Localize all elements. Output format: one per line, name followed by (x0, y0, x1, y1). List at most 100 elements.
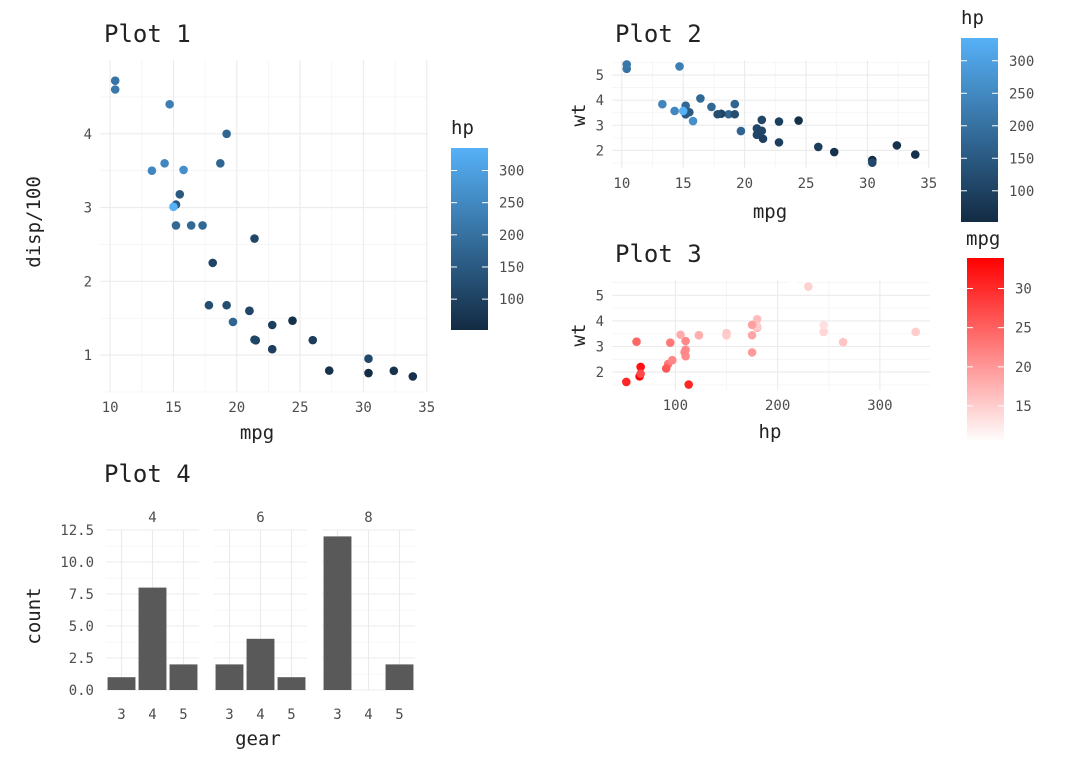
bar (215, 664, 244, 690)
data-point (228, 317, 238, 327)
y-axis-label: wt (568, 324, 590, 347)
y-tick-label: 2 (596, 365, 604, 381)
y-tick-label: 3 (84, 201, 92, 217)
x-tick-label: 4 (256, 707, 264, 723)
data-point (722, 331, 731, 340)
data-point (813, 142, 823, 152)
data-point (110, 85, 120, 94)
data-point (186, 221, 196, 230)
data-point (696, 94, 705, 103)
data-point (911, 327, 920, 337)
y-tick-label: 3 (596, 118, 604, 134)
legend-title: mpg (966, 228, 1000, 250)
x-tick-label: 20 (736, 176, 753, 192)
x-axis-label: mpg (753, 201, 787, 223)
y-tick-label: 2.5 (69, 651, 94, 667)
data-point (216, 158, 225, 168)
data-point (829, 147, 839, 157)
legend-tick-label: 250 (1009, 86, 1034, 102)
data-point (819, 320, 828, 330)
facet-strip-label: 6 (256, 510, 264, 526)
y-tick-label: 5.0 (69, 619, 94, 635)
data-point (867, 158, 877, 167)
legend-tick-label: 20 (1015, 360, 1032, 376)
data-point (910, 150, 920, 159)
data-point (668, 355, 677, 365)
y-tick-label: 3 (596, 340, 604, 356)
data-point (730, 109, 740, 119)
facet-strip-label: 8 (364, 510, 372, 526)
data-point (788, 280, 798, 289)
data-point (267, 344, 277, 354)
legend-colorbar (967, 258, 1004, 442)
data-point (736, 126, 746, 136)
bar (385, 664, 414, 690)
data-point (622, 60, 632, 69)
bar (323, 536, 352, 690)
plot-title: Plot 3 (615, 240, 702, 268)
x-tick-label: 5 (395, 707, 403, 723)
bar (107, 677, 136, 690)
x-tick-label: 3 (117, 707, 125, 723)
data-point (208, 258, 218, 268)
data-point (892, 141, 902, 150)
bar (246, 638, 275, 690)
data-point (147, 166, 157, 175)
data-point (838, 337, 848, 347)
x-tick-label: 4 (364, 707, 372, 723)
data-point (222, 129, 231, 139)
y-axis-label: count (23, 587, 45, 644)
x-tick-label: 300 (867, 398, 892, 414)
data-point (636, 369, 645, 379)
data-point (250, 335, 259, 344)
data-point (288, 316, 297, 325)
x-tick-label: 25 (798, 176, 815, 192)
data-point (179, 165, 188, 175)
bar (138, 587, 167, 690)
facet-8: 8 3 4 5 (322, 510, 415, 723)
data-point (665, 338, 675, 347)
data-point (819, 327, 828, 337)
panel-p3: 100 200 300 2 3 4 5 Plot 3 hp wt mpg 15 20 25 30 (568, 228, 1032, 443)
data-point (747, 330, 757, 340)
x-axis-label: hp (759, 421, 782, 443)
panel-p1: 10 15 20 25 30 35 1 2 3 4 Plot 1 mpg disp/100 hp 100 15… (23, 20, 524, 444)
legend-colorbar (961, 38, 998, 222)
data-point (681, 336, 690, 346)
data-point (250, 234, 259, 243)
data-point (774, 138, 784, 147)
y-tick-label: 2 (84, 274, 92, 290)
data-point (778, 284, 788, 294)
data-point (678, 106, 688, 116)
data-point (308, 335, 318, 345)
bar (169, 664, 198, 690)
y-tick-label: 12.5 (60, 523, 94, 539)
legend-tick-label: 200 (499, 228, 524, 244)
y-tick-label: 5 (596, 288, 604, 304)
facet-4: 4 3 4 5 (106, 510, 199, 723)
data-point (658, 99, 667, 109)
y-tick-label: 0.0 (69, 683, 94, 699)
x-tick-label: 15 (165, 400, 182, 416)
legend-tick-label: 100 (499, 292, 524, 308)
data-point (622, 377, 631, 387)
data-point (165, 99, 174, 109)
data-point (747, 348, 757, 357)
plot-title: Plot 2 (615, 20, 702, 48)
y-tick-label: 4 (84, 127, 92, 143)
data-point (713, 109, 722, 119)
legend-tick-label: 25 (1015, 321, 1032, 337)
x-tick-label: 10 (613, 176, 630, 192)
data-point (364, 354, 373, 364)
legend-tick-label: 250 (499, 196, 524, 212)
facet-strip-label: 4 (148, 510, 156, 526)
legend-colorbar (451, 148, 488, 330)
data-point (204, 300, 214, 310)
data-point (636, 362, 645, 372)
data-point (730, 99, 740, 109)
data-point (804, 282, 813, 291)
y-tick-label: 2 (596, 143, 604, 159)
data-point (724, 109, 733, 119)
data-point (670, 106, 679, 116)
data-point (632, 337, 641, 346)
